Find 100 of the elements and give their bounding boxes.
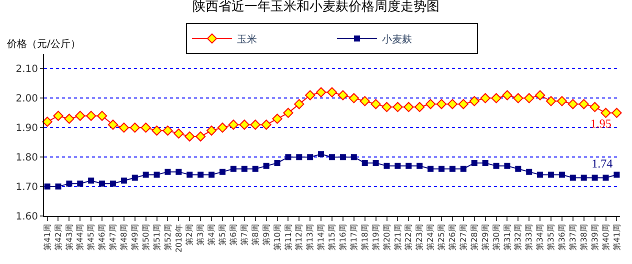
x-tick-label: 第41周 [612,224,622,250]
data-label: 1.95 [590,116,612,130]
point [118,122,129,133]
point [436,99,447,110]
y-axis-title: 价格（元/公斤） [6,38,80,50]
point [449,166,456,172]
y-tick-label: 1.90 [16,123,38,134]
x-tick-label: 第50周 [141,224,150,250]
point [590,102,600,112]
x-tick-label: 第43周 [64,224,74,250]
x-tick-label: 第25周 [437,224,446,250]
x-tick-label: 第29周 [480,224,490,250]
y-tick-label: 2.00 [16,94,38,105]
point [370,99,381,110]
y-tick-label: 2.10 [16,64,38,76]
x-tick-label: 第51周 [152,224,162,250]
point [438,166,445,172]
x-tick-label: 第28周 [470,224,479,250]
point [600,108,611,118]
point [96,110,108,121]
point [404,102,414,112]
point [285,154,292,160]
x-tick-label: 第48周 [120,224,129,250]
y-tick-label: 1.60 [16,212,38,222]
point [198,172,204,178]
point [471,160,478,166]
point [382,102,392,112]
x-tick-label: 第8周 [250,224,260,246]
point [394,162,401,169]
point [130,122,140,133]
point [612,108,622,118]
point [329,154,335,160]
point [426,99,436,110]
point [537,172,544,178]
x-tick-label: 第5周 [218,224,228,246]
point [556,96,568,106]
x-tick-label: 第7周 [240,224,249,246]
point [568,99,578,110]
point [570,174,576,181]
point [392,102,403,112]
x-tick-label: 第37周 [568,224,578,250]
x-tick-label: 第17周 [350,224,358,250]
point [283,108,294,118]
x-tick-label: 第44周 [76,224,85,250]
x-tick-label: 第47周 [108,224,118,250]
point [42,116,52,127]
point [75,110,86,121]
point [110,180,116,187]
point [480,93,490,104]
point [428,166,434,172]
x-tick-label: 第16周 [338,224,348,250]
point [66,180,72,187]
point [263,162,270,169]
point [318,151,324,158]
point [261,120,272,130]
x-tick-label: 第46周 [98,224,107,250]
point [140,122,151,133]
point [228,120,238,130]
point [482,160,488,166]
point [219,168,226,175]
x-tick-label: 第26周 [448,224,458,250]
x-tick-label: 第13周 [306,224,315,250]
point [230,166,236,172]
x-tick-label: 第32周 [514,224,523,250]
x-tick-label: 第3周 [196,224,206,246]
x-tick-label: 第21周 [393,224,402,250]
point [206,126,217,136]
point [491,93,502,104]
point [524,93,534,104]
x-tick-label: 第34周 [536,224,545,250]
x-tick-label: 第20周 [382,224,392,250]
point [296,154,302,160]
x-tick-label: 第31周 [502,224,512,250]
point [86,110,96,121]
x-tick-label: 第33周 [524,224,534,250]
point [241,166,248,172]
point [53,110,64,121]
x-tick-label: 第18周 [360,224,370,250]
point [526,168,532,175]
point [406,162,412,169]
x-tick-label: 第41周 [42,224,52,250]
x-tick-label: 2018年 [174,224,184,253]
point [184,131,195,142]
point [614,172,620,178]
x-tick-label: 第35周 [546,224,556,250]
point [340,154,346,160]
point [580,174,587,181]
point [250,120,260,130]
x-tick-label: 第15周 [328,224,337,250]
point [362,160,368,166]
x-tick-label: 第27周 [459,224,468,250]
point [338,90,348,100]
point [186,172,193,178]
point [162,126,173,136]
point [64,114,74,124]
x-tick-label: 第23周 [415,224,424,250]
x-tick-label: 第40周 [601,224,610,250]
x-tick-label: 第19周 [371,224,380,250]
point [252,166,258,172]
point [558,172,565,178]
